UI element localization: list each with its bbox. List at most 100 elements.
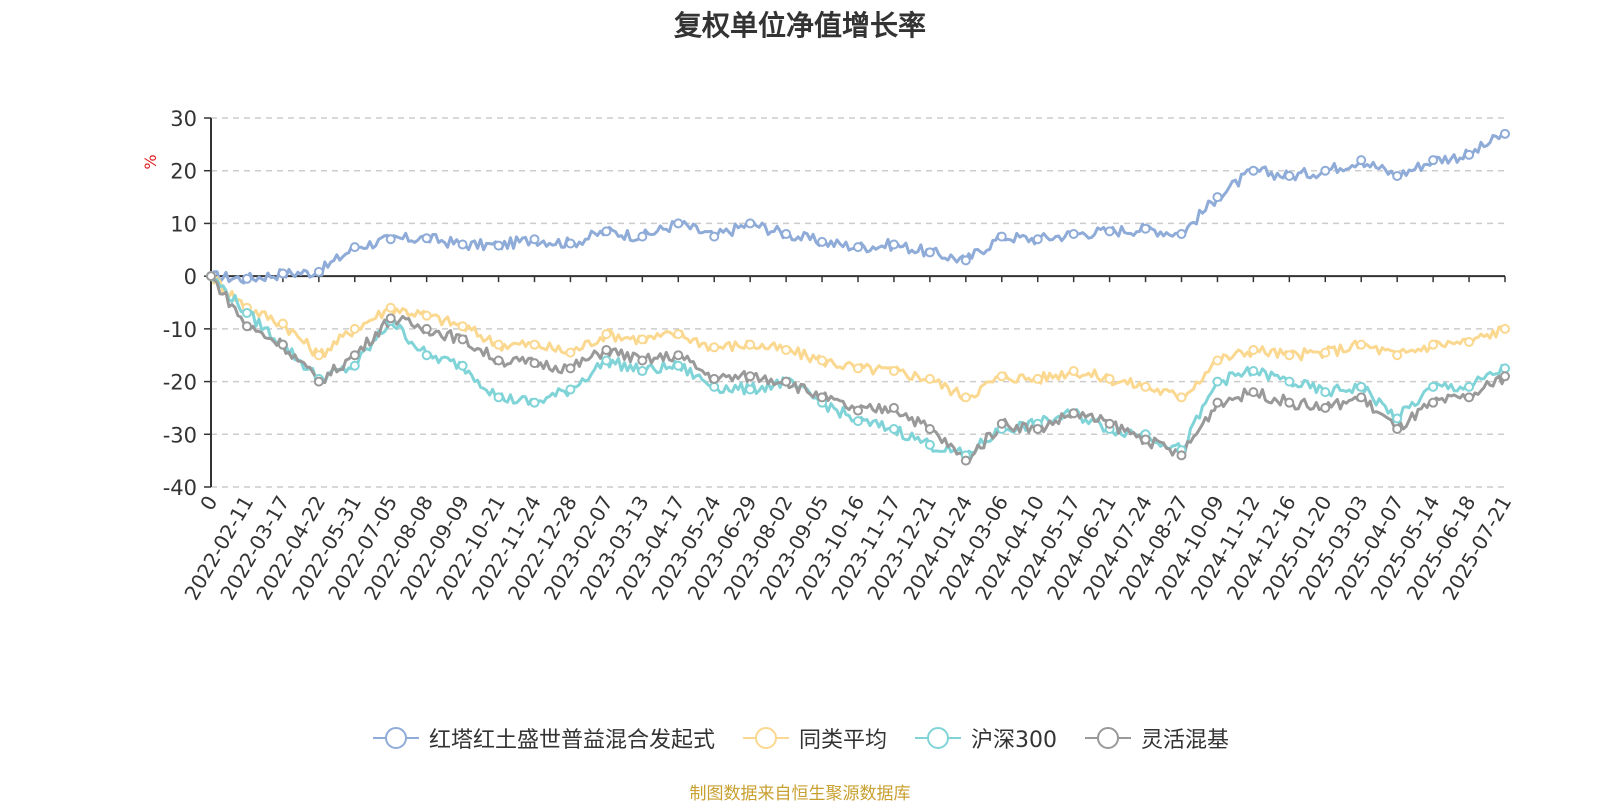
data-point[interactable] (349, 242, 360, 253)
data-point[interactable] (637, 355, 648, 366)
data-point[interactable] (1500, 323, 1510, 334)
data-point[interactable] (349, 323, 360, 334)
data-point[interactable] (888, 366, 899, 377)
data-point[interactable] (1500, 128, 1510, 139)
data-point[interactable] (924, 247, 935, 258)
data-point[interactable] (853, 416, 863, 427)
data-point[interactable] (817, 392, 828, 403)
data-point[interactable] (1068, 228, 1079, 239)
data-point[interactable] (1284, 350, 1295, 361)
data-point[interactable] (1068, 366, 1079, 377)
data-point[interactable] (1248, 387, 1259, 398)
data-point[interactable] (853, 363, 863, 374)
data-point[interactable] (1032, 424, 1043, 435)
data-point[interactable] (745, 218, 756, 229)
legend-item-2[interactable]: 沪深300 (913, 722, 1057, 754)
data-point[interactable] (1032, 373, 1043, 384)
data-point[interactable] (1212, 355, 1223, 366)
data-point[interactable] (924, 424, 935, 435)
data-point[interactable] (529, 339, 540, 350)
data-point[interactable] (457, 360, 468, 371)
data-point[interactable] (529, 234, 540, 245)
data-point[interactable] (457, 334, 468, 345)
data-point[interactable] (996, 231, 1007, 242)
data-point[interactable] (349, 350, 360, 361)
data-point[interactable] (1212, 376, 1223, 387)
data-point[interactable] (1464, 392, 1475, 403)
data-point[interactable] (1320, 387, 1331, 398)
data-point[interactable] (1212, 192, 1223, 203)
data-point[interactable] (1464, 337, 1475, 348)
data-point[interactable] (745, 371, 756, 382)
data-point[interactable] (888, 239, 899, 250)
data-point[interactable] (1392, 350, 1403, 361)
data-point[interactable] (493, 355, 504, 366)
data-point[interactable] (421, 310, 432, 321)
data-point[interactable] (206, 271, 216, 282)
data-point[interactable] (1212, 397, 1223, 408)
data-point[interactable] (313, 376, 324, 387)
data-point[interactable] (1140, 434, 1151, 445)
data-point[interactable] (421, 323, 432, 334)
data-point[interactable] (601, 344, 612, 355)
data-point[interactable] (241, 321, 252, 332)
data-point[interactable] (960, 392, 971, 403)
data-point[interactable] (601, 355, 612, 366)
data-point[interactable] (673, 360, 684, 371)
data-point[interactable] (457, 239, 468, 250)
data-point[interactable] (1500, 371, 1510, 382)
data-point[interactable] (565, 363, 576, 374)
data-point[interactable] (313, 350, 324, 361)
data-point[interactable] (277, 318, 288, 329)
data-point[interactable] (493, 240, 504, 251)
data-point[interactable] (709, 231, 720, 242)
data-point[interactable] (673, 329, 684, 340)
data-point[interactable] (1428, 381, 1439, 392)
data-point[interactable] (565, 238, 576, 249)
data-point[interactable] (1104, 226, 1115, 237)
data-point[interactable] (817, 355, 828, 366)
data-point[interactable] (601, 226, 612, 237)
data-point[interactable] (888, 424, 899, 435)
data-point[interactable] (1176, 228, 1187, 239)
data-point[interactable] (565, 347, 576, 358)
data-point[interactable] (1392, 170, 1403, 181)
data-point[interactable] (1356, 339, 1367, 350)
data-point[interactable] (529, 358, 540, 369)
data-point[interactable] (1356, 392, 1367, 403)
data-point[interactable] (1248, 165, 1259, 176)
data-point[interactable] (277, 339, 288, 350)
data-point[interactable] (781, 376, 792, 387)
data-point[interactable] (1140, 381, 1151, 392)
legend-item-0[interactable]: 红塔红土盛世普益混合发起式 (371, 722, 715, 754)
data-point[interactable] (924, 373, 935, 384)
data-point[interactable] (637, 231, 648, 242)
data-point[interactable] (888, 402, 899, 413)
data-point[interactable] (385, 313, 396, 324)
data-point[interactable] (1248, 344, 1259, 355)
data-point[interactable] (637, 334, 648, 345)
data-point[interactable] (1464, 149, 1475, 160)
data-point[interactable] (1464, 381, 1475, 392)
data-point[interactable] (493, 392, 504, 403)
data-point[interactable] (1140, 223, 1151, 234)
data-point[interactable] (853, 242, 863, 253)
data-point[interactable] (241, 273, 252, 284)
data-point[interactable] (421, 350, 432, 361)
data-point[interactable] (1176, 392, 1187, 403)
data-point[interactable] (709, 373, 720, 384)
data-point[interactable] (1392, 424, 1403, 435)
data-point[interactable] (1032, 234, 1043, 245)
data-point[interactable] (421, 233, 432, 244)
data-point[interactable] (745, 384, 756, 395)
data-point[interactable] (493, 339, 504, 350)
data-point[interactable] (781, 344, 792, 355)
data-point[interactable] (745, 339, 756, 350)
data-point[interactable] (349, 360, 360, 371)
data-point[interactable] (1500, 363, 1510, 374)
data-point[interactable] (1428, 397, 1439, 408)
data-point[interactable] (565, 384, 576, 395)
data-point[interactable] (1284, 170, 1295, 181)
data-point[interactable] (1356, 381, 1367, 392)
data-point[interactable] (1428, 155, 1439, 166)
